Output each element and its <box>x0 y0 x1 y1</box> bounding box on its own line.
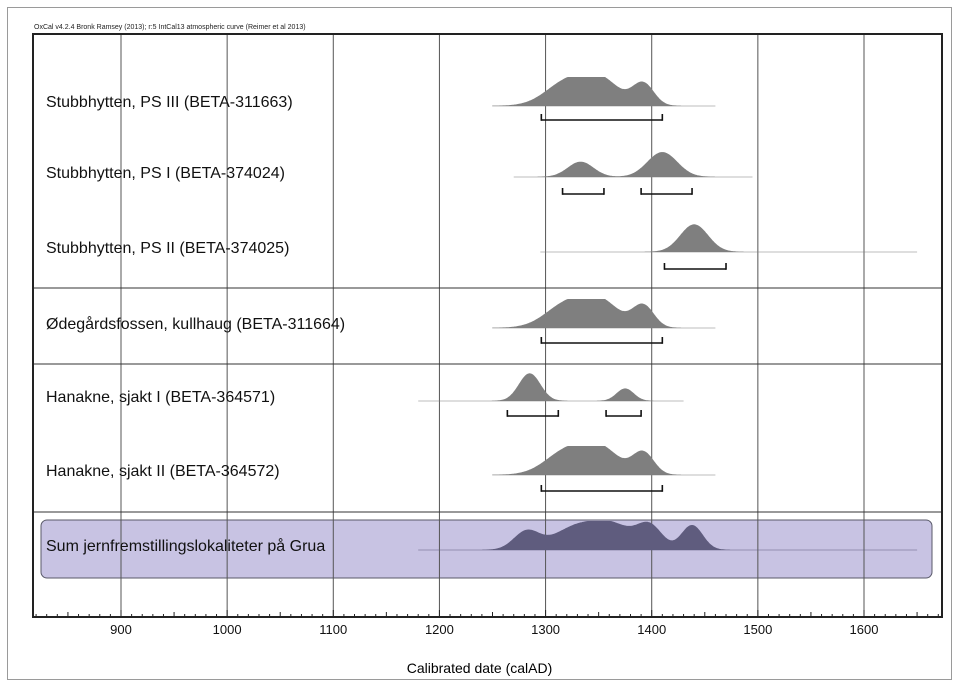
tick-label: 1600 <box>850 622 879 637</box>
row-label: Hanakne, sjakt II (BETA-364572) <box>46 463 280 480</box>
probability-distribution <box>492 446 716 476</box>
probability-distribution <box>492 77 716 107</box>
software-note: OxCal v4.2.4 Bronk Ramsey (2013); r:5 In… <box>34 24 306 31</box>
probability-distribution <box>540 224 918 253</box>
tick-label: 1000 <box>213 622 242 637</box>
hpd-range-bracket <box>640 188 693 195</box>
row-label: Hanakne, sjakt I (BETA-364571) <box>46 389 275 406</box>
row-label: Stubbhytten, PS III (BETA-311663) <box>46 94 293 111</box>
tick-label: 1500 <box>743 622 772 637</box>
sum-highlight-box <box>40 519 933 579</box>
tick-label: 1200 <box>425 622 454 637</box>
probability-distribution <box>418 521 918 551</box>
row-label: Stubbhytten, PS I (BETA-374024) <box>46 165 285 182</box>
hpd-range-bracket <box>540 485 664 492</box>
probability-distribution <box>418 373 684 402</box>
tick-label: 900 <box>110 622 132 637</box>
hpd-range-bracket <box>540 337 664 344</box>
tick-label: 1100 <box>319 622 347 637</box>
plot-border <box>32 33 943 618</box>
row-label: Sum jernfremstillingslokaliteter på Grua <box>46 537 325 555</box>
hpd-range-bracket <box>605 410 642 417</box>
probability-distribution <box>492 299 716 329</box>
hpd-range-bracket <box>540 114 664 121</box>
x-axis-label: Calibrated date (calAD) <box>406 660 553 676</box>
row-label: Stubbhytten, PS II (BETA-374025) <box>46 240 289 257</box>
probability-distribution <box>513 152 753 178</box>
hpd-range-bracket <box>663 263 727 270</box>
row-label: Ødegårdsfossen, kullhaug (BETA-311664) <box>46 315 345 333</box>
tick-label: 1300 <box>531 622 560 637</box>
tick-label: 1400 <box>637 622 666 637</box>
hpd-range-bracket <box>561 188 605 195</box>
figure-frame <box>7 7 952 680</box>
hpd-range-bracket <box>506 410 560 417</box>
